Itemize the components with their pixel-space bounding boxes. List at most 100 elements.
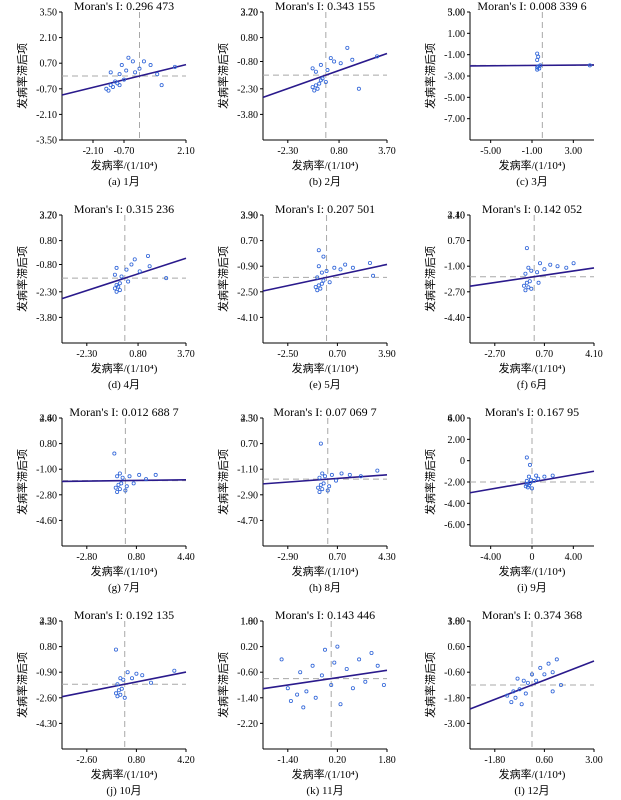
scatter-point bbox=[535, 65, 540, 70]
x-tick-label: 3.70 bbox=[378, 146, 396, 157]
y-tick-label: 3.90 bbox=[241, 211, 259, 222]
scatter-point bbox=[319, 281, 324, 286]
x-axis-label: 发病率/(1/10⁴) bbox=[499, 767, 566, 781]
scatter-point bbox=[117, 83, 122, 88]
panel-caption: (e) 5月 bbox=[309, 379, 340, 391]
panel-title: Moran's I: 0.315 236 bbox=[74, 202, 174, 216]
scatter-point bbox=[298, 670, 303, 675]
panel-12: Moran's I: 0.374 3683.001.800.60-0.60-1.… bbox=[423, 608, 603, 797]
scatter-point bbox=[375, 468, 380, 473]
y-tick-label: -4.30 bbox=[36, 719, 57, 730]
scatter-point bbox=[145, 253, 150, 258]
scatter-point bbox=[133, 70, 138, 75]
scatter-point bbox=[332, 660, 337, 665]
x-axis-label: 发病率/(1/10⁴) bbox=[91, 564, 158, 578]
scatter-point bbox=[301, 705, 306, 710]
x-tick-label: 3.00 bbox=[585, 755, 603, 766]
x-tick-label: 4.20 bbox=[177, 755, 195, 766]
scatter-point bbox=[329, 472, 334, 477]
scatter-point bbox=[524, 455, 529, 460]
scatter-point bbox=[117, 288, 122, 293]
y-tick-label: 5.00 bbox=[448, 8, 466, 19]
panel-caption: (a) 1月 bbox=[108, 176, 139, 188]
y-tick-label: 0.70 bbox=[40, 59, 58, 70]
panel-6: Moran's I: 0.142 0524.102.400.70-1.00-2.… bbox=[423, 202, 603, 391]
scatter-point bbox=[517, 687, 522, 692]
x-axis-label: 发病率/(1/10⁴) bbox=[499, 564, 566, 578]
scatter-point bbox=[519, 702, 524, 707]
scatter-point bbox=[155, 72, 160, 77]
y-axis-label: 发病率滞后项 bbox=[15, 652, 29, 718]
scatter-point bbox=[535, 67, 540, 72]
y-tick-label: 2.50 bbox=[241, 414, 259, 425]
y-axis-label: 发病率滞后项 bbox=[216, 43, 230, 109]
y-tick-label: -3.00 bbox=[444, 72, 465, 83]
y-axis-label: 发病率滞后项 bbox=[423, 449, 437, 515]
x-tick-label: 4.00 bbox=[565, 552, 583, 563]
scatter-point bbox=[571, 261, 576, 266]
scatter-point bbox=[288, 699, 293, 704]
scatter-point bbox=[124, 68, 129, 73]
scatter-point bbox=[123, 488, 128, 493]
scatter-point bbox=[106, 88, 111, 93]
scatter-point bbox=[325, 488, 330, 493]
scatter-point bbox=[153, 472, 158, 477]
y-tick-label: 0.20 bbox=[241, 642, 259, 653]
scatter-point bbox=[112, 451, 117, 456]
scatter-point bbox=[535, 51, 540, 56]
scatter-point bbox=[118, 692, 123, 697]
scatter-point bbox=[108, 70, 113, 75]
y-tick-label: 2.20 bbox=[241, 8, 259, 19]
regression-line bbox=[262, 669, 388, 690]
scatter-point bbox=[513, 695, 518, 700]
scatter-point bbox=[319, 673, 324, 678]
scatter-point bbox=[324, 268, 329, 273]
scatter-point bbox=[325, 68, 330, 73]
regression-line bbox=[61, 478, 187, 483]
scatter-point bbox=[375, 54, 380, 59]
y-tick-label: 2.00 bbox=[448, 435, 466, 446]
scatter-point bbox=[524, 280, 529, 285]
scatter-point bbox=[548, 262, 553, 267]
scatter-point bbox=[332, 265, 337, 270]
y-tick-label: 6.00 bbox=[448, 414, 466, 425]
scatter-point bbox=[521, 678, 526, 683]
scatter-point bbox=[523, 288, 528, 293]
scatter-point bbox=[523, 271, 528, 276]
y-tick-label: 1.00 bbox=[241, 617, 259, 628]
scatter-point bbox=[526, 285, 531, 290]
panel-caption: (l) 12月 bbox=[514, 785, 549, 797]
scatter-point bbox=[338, 61, 343, 66]
x-tick-label: -1.80 bbox=[484, 755, 505, 766]
x-tick-label: -2.90 bbox=[277, 552, 298, 563]
scatter-point bbox=[114, 265, 119, 270]
scatter-point bbox=[343, 262, 348, 267]
y-tick-label: 1.80 bbox=[448, 617, 466, 628]
x-tick-label: -5.00 bbox=[480, 146, 501, 157]
scatter-point bbox=[147, 264, 152, 269]
scatter-point bbox=[113, 647, 118, 652]
y-tick-label: -0.80 bbox=[36, 260, 57, 271]
panel-title: Moran's I: 0.008 339 6 bbox=[477, 0, 586, 13]
scatter-point bbox=[526, 483, 531, 488]
scatter-point bbox=[554, 657, 559, 662]
panel-caption: (f) 6月 bbox=[517, 379, 547, 391]
scatter-point bbox=[369, 651, 374, 656]
y-axis-label: 发病率滞后项 bbox=[423, 652, 437, 718]
scatter-point bbox=[515, 676, 520, 681]
scatter-point bbox=[116, 284, 121, 289]
scatter-point bbox=[320, 76, 325, 81]
x-tick-label: 0.70 bbox=[329, 349, 347, 360]
scatter-point bbox=[550, 689, 555, 694]
panel-caption: (i) 9月 bbox=[517, 582, 547, 594]
scatter-point bbox=[536, 476, 541, 481]
scatter-point bbox=[148, 680, 153, 685]
scatter-point bbox=[318, 441, 323, 446]
scatter-point bbox=[316, 283, 321, 288]
x-tick-label: -2.70 bbox=[484, 349, 505, 360]
x-tick-label: -2.50 bbox=[277, 349, 298, 360]
scatter-point bbox=[125, 670, 130, 675]
y-tick-label: -3.00 bbox=[444, 719, 465, 730]
scatter-point bbox=[126, 279, 131, 284]
y-tick-label: -1.00 bbox=[444, 262, 465, 273]
